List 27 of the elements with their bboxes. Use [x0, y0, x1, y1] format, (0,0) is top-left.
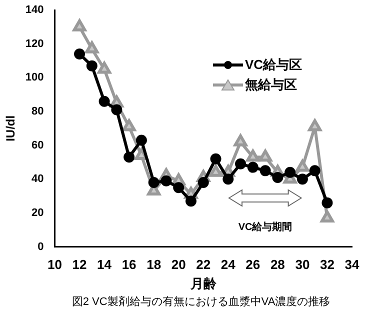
x-tick-label: 22 — [196, 257, 211, 272]
x-tick-label: 26 — [246, 257, 260, 272]
legend-label: VC給与区 — [244, 56, 302, 74]
x-tick-label: 14 — [97, 257, 112, 272]
caption: 図2 VC製剤給与の有無における血漿中VA濃度の推移 — [70, 294, 332, 309]
y-tick-label: 40 — [32, 173, 44, 186]
y-tick-label: 120 — [25, 38, 44, 50]
x-tick-label: 32 — [320, 257, 334, 272]
x-tick-label: 20 — [171, 257, 186, 272]
y-tick-label: 140 — [25, 4, 44, 16]
x-tick-label: 24 — [220, 257, 236, 272]
y-tick-label: 80 — [32, 106, 44, 118]
y-axis-title: IU/dl — [4, 115, 18, 142]
x-tick-label: 18 — [146, 257, 162, 272]
x-axis-title: 月齢 — [189, 276, 218, 291]
annotation: VC給与期間 — [237, 220, 294, 234]
y-tick-label: 0 — [38, 240, 44, 253]
legend-label: 無給与区 — [244, 76, 297, 94]
x-tick-label: 34 — [344, 257, 360, 272]
y-tick-label: 60 — [32, 139, 44, 152]
y-tick-label: 20 — [32, 207, 44, 220]
x-tick-label: 16 — [122, 257, 136, 272]
x-tick-label: 10 — [48, 257, 62, 272]
y-tick-label: 100 — [25, 72, 44, 84]
x-tick-label: 12 — [72, 257, 87, 272]
x-tick-label: 30 — [295, 257, 310, 272]
x-tick-label: 28 — [270, 257, 285, 272]
